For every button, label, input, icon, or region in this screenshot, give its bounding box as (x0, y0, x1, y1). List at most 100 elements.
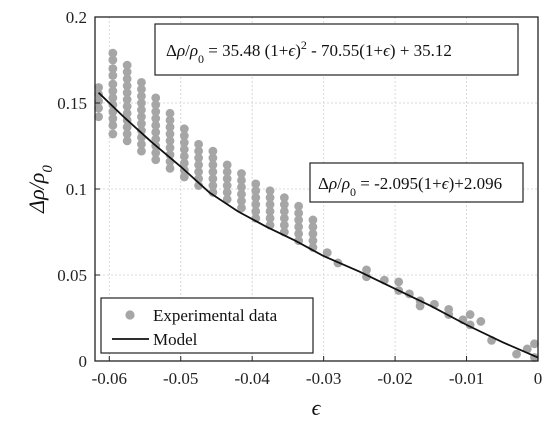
data-point (94, 103, 103, 113)
data-point (208, 174, 218, 184)
data-point (108, 79, 118, 89)
data-point (137, 119, 146, 129)
data-point (108, 100, 118, 110)
data-point (294, 229, 304, 239)
data-point (108, 93, 118, 103)
data-point (122, 74, 132, 84)
legend: Experimental data Model (100, 297, 314, 354)
data-point (94, 112, 103, 122)
data-point (165, 163, 175, 173)
data-point (265, 186, 275, 196)
data-point (251, 206, 261, 216)
data-point (208, 188, 218, 197)
data-point (94, 90, 103, 99)
data-point (251, 186, 261, 196)
data-point (208, 160, 218, 170)
data-point (322, 248, 332, 258)
legend-label-model: Model (153, 330, 198, 349)
data-point (179, 158, 189, 168)
data-point (308, 229, 318, 239)
axis-ticks: -0.06 -0.05 -0.04 -0.03 -0.02 -0.01 0 0 0.05 0.1 0… (57, 8, 542, 388)
data-point (208, 181, 218, 190)
x-tick-label: -0.01 (449, 369, 484, 388)
data-point (265, 213, 275, 223)
data-point (108, 86, 118, 96)
x-tick-label: -0.04 (234, 369, 270, 388)
data-point (165, 108, 175, 118)
data-point (251, 193, 261, 203)
equation-quadratic: Δρ/ρ0 = 35.48 (1+ϵ)2 - 70.55(1+ϵ) + 35.1… (166, 38, 452, 66)
data-point (179, 172, 189, 182)
data-point (308, 215, 318, 225)
data-point (151, 114, 161, 123)
data-point (194, 139, 204, 149)
data-point (179, 145, 189, 154)
data-point (122, 88, 132, 98)
data-point (151, 107, 161, 116)
data-point (294, 208, 304, 218)
data-point (137, 98, 146, 108)
x-tick-label: -0.03 (306, 369, 341, 388)
data-point (122, 60, 132, 70)
data-point (108, 120, 118, 130)
data-point (194, 146, 204, 156)
data-point (108, 71, 118, 80)
legend-label-experimental: Experimental data (153, 306, 278, 325)
data-point (222, 188, 232, 197)
data-point (237, 189, 246, 199)
x-tick-label: -0.05 (163, 369, 198, 388)
data-point (237, 182, 246, 192)
data-point (222, 167, 232, 177)
data-point (194, 160, 204, 170)
equation-linear: Δρ/ρ0 = -2.095(1+ϵ)+2.096 (318, 174, 502, 199)
data-point (194, 153, 204, 163)
x-tick-label: -0.06 (92, 369, 127, 388)
data-point (165, 129, 175, 139)
data-point (279, 213, 289, 223)
data-point (151, 127, 161, 137)
data-point (279, 193, 289, 203)
model-line (97, 92, 539, 359)
data-point (465, 310, 475, 319)
data-point (151, 93, 161, 103)
data-point (137, 146, 146, 156)
x-tick-label: -0.02 (377, 369, 412, 388)
data-point (194, 181, 204, 190)
data-point (179, 124, 189, 134)
data-point (165, 143, 175, 153)
data-point (137, 105, 146, 115)
data-point (94, 83, 103, 92)
data-point (415, 301, 425, 311)
data-point (108, 48, 118, 58)
data-point (279, 200, 289, 209)
data-point (279, 206, 289, 216)
data-point (208, 153, 218, 163)
y-axis-label: Δρ/ρ0 (24, 165, 56, 214)
data-point (208, 167, 218, 177)
data-point (294, 215, 304, 225)
data-point (165, 136, 175, 146)
y-tick-label: 0.2 (66, 8, 87, 27)
y-tick-label: 0.1 (66, 180, 87, 199)
data-point (208, 146, 218, 156)
data-point (137, 139, 146, 149)
data-point (362, 265, 371, 275)
data-point (151, 148, 161, 158)
data-point (122, 67, 132, 77)
data-point (476, 317, 486, 326)
data-point (237, 196, 246, 206)
data-point (222, 194, 232, 204)
legend-frame (100, 297, 314, 354)
equation-box-quadratic: Δρ/ρ0 = 35.48 (1+ϵ)2 - 70.55(1+ϵ) + 35.1… (154, 23, 519, 76)
data-point (122, 81, 132, 91)
data-point (179, 131, 189, 141)
data-point (151, 120, 161, 130)
data-point (108, 55, 118, 65)
data-point (137, 112, 146, 122)
data-point (122, 95, 132, 104)
data-point (265, 206, 275, 216)
data-point (251, 179, 261, 189)
x-axis-label-text: ϵ (312, 395, 322, 420)
data-point (222, 181, 232, 190)
